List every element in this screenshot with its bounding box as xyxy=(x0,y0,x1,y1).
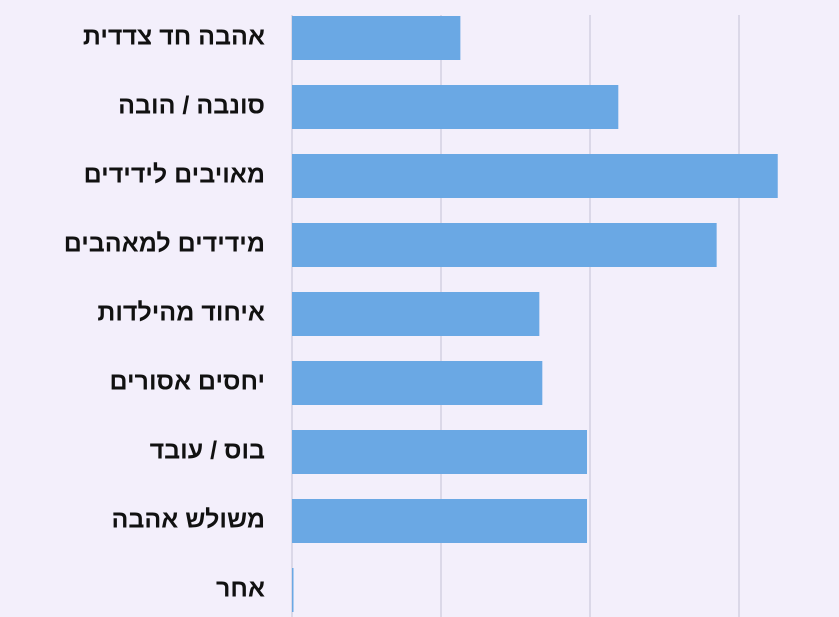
y-tick-label: בוס / עובד xyxy=(150,437,265,465)
y-tick-label: אהבה חד צדדית xyxy=(83,23,265,51)
y-tick-label: אחר xyxy=(216,575,265,603)
y-tick-label: מידידים למאהבים xyxy=(64,230,265,258)
y-tick-label: סונבה / הובה xyxy=(118,92,265,120)
bar xyxy=(292,292,540,336)
bar xyxy=(292,154,778,198)
y-tick-label: איחוד מהילדות xyxy=(97,299,265,327)
bar xyxy=(292,85,619,129)
bar xyxy=(292,499,588,543)
y-tick-label: משולש אהבה xyxy=(111,506,265,534)
bar xyxy=(292,16,461,60)
bar xyxy=(292,568,294,612)
bar xyxy=(292,223,717,267)
bar xyxy=(292,361,543,405)
bar xyxy=(292,430,588,474)
y-tick-label: יחסים אסורים xyxy=(109,368,265,396)
y-tick-label: מאויבים לידידים xyxy=(84,161,265,189)
